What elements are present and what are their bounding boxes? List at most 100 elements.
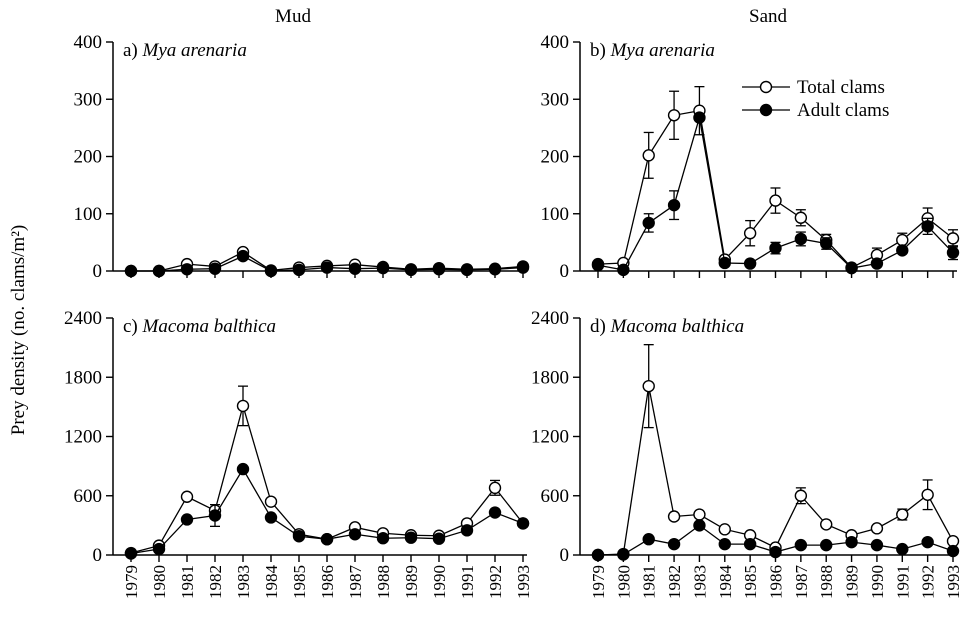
y-tick-label: 1200 (531, 427, 569, 448)
data-point-adult (208, 262, 222, 275)
data-point-adult (432, 263, 446, 276)
y-tick-label: 300 (541, 89, 570, 110)
data-point-adult (348, 262, 362, 275)
data-point-adult (488, 263, 502, 276)
data-point-adult (896, 542, 909, 556)
y-tick-label: 2400 (531, 308, 569, 329)
x-tick-label: 1979 (589, 565, 608, 599)
x-tick-label: 1988 (374, 565, 393, 599)
data-point-adult (591, 259, 605, 272)
data-point-adult (320, 533, 334, 546)
data-point-adult (769, 545, 782, 559)
x-tick-label: 1981 (640, 565, 659, 599)
panel-title: d) Macoma balthica (590, 316, 744, 337)
data-point-adult (946, 544, 960, 558)
x-tick-label: 1989 (402, 565, 421, 599)
x-tick-label: 1984 (262, 565, 281, 600)
data-point-adult (667, 198, 681, 212)
x-tick-label: 1981 (178, 565, 197, 599)
data-point-adult (820, 538, 833, 552)
data-point-total (488, 481, 502, 495)
x-tick-label: 1986 (318, 565, 337, 599)
data-point-adult (124, 547, 138, 560)
data-point-total (794, 489, 808, 502)
data-point-adult (488, 506, 502, 519)
data-point-adult (320, 261, 334, 274)
x-tick-label: 1979 (122, 565, 141, 599)
data-point-adult (292, 263, 306, 277)
x-tick-label: 1982 (206, 565, 225, 599)
data-point-adult (460, 263, 474, 277)
y-tick-label: 400 (541, 32, 570, 53)
data-point-adult (264, 511, 278, 524)
x-tick-label: 1985 (741, 565, 760, 599)
data-point-adult (870, 538, 884, 552)
x-tick-label: 1988 (817, 565, 836, 599)
plot-area: 0 100 200 300 400 a) Mya arenaria 0 100 200 300 40… (64, 32, 963, 599)
panel-title: b) Mya arenaria (590, 40, 715, 61)
data-point-adult (845, 261, 858, 275)
data-point-adult (642, 533, 655, 546)
data-point-adult (718, 256, 731, 270)
panel-a: 0 100 200 300 400 a) Mya arenaria (74, 32, 530, 282)
data-point-adult (693, 111, 706, 124)
x-tick-label: 1993 (514, 565, 533, 599)
x-tick-label: 1987 (346, 565, 365, 600)
data-point-adult (769, 241, 782, 255)
data-point-total (264, 495, 278, 508)
data-point-total (693, 508, 706, 521)
x-tick-label: 1990 (868, 565, 887, 599)
x-tick-label: 1985 (290, 565, 309, 599)
data-point-adult (667, 537, 681, 551)
y-tick-label: 0 (93, 545, 103, 566)
data-point-adult (921, 220, 934, 233)
x-tick-label: 1990 (430, 565, 449, 599)
column-title-sand: Sand (749, 6, 788, 27)
x-tick-label: 1983 (690, 565, 709, 599)
y-tick-label: 0 (560, 545, 570, 566)
legend: Total clams Adult clams (742, 77, 889, 121)
data-point-adult (794, 232, 808, 246)
x-tick-label: 1989 (843, 565, 862, 599)
y-tick-label: 200 (541, 147, 570, 168)
data-point-adult (845, 535, 858, 549)
panel-c: 0 600 1200 1800 2400 1979 1980 1981 1982 1983 1984… (64, 308, 533, 599)
y-tick-label: 600 (74, 486, 103, 507)
panel-title: a) Mya arenaria (123, 40, 247, 61)
y-tick-label: 100 (541, 204, 570, 225)
x-tick-label: 1986 (767, 565, 786, 599)
data-point-adult (794, 538, 808, 552)
y-tick-label: 400 (74, 32, 103, 53)
y-tick-label: 100 (74, 204, 103, 225)
legend-adult-marker (759, 103, 773, 117)
x-tick-label: 1987 (792, 565, 811, 600)
data-point-total (718, 523, 731, 536)
data-point-adult (921, 535, 934, 549)
data-point-adult (292, 530, 306, 543)
x-tick-label: 1991 (893, 565, 912, 599)
y-tick-label: 1800 (64, 367, 102, 388)
data-point-adult (376, 261, 390, 275)
y-tick-label: 1200 (64, 427, 102, 448)
data-point-adult (743, 537, 757, 551)
data-point-total (946, 232, 960, 245)
column-title-mud: Mud (275, 6, 311, 27)
data-point-adult (180, 513, 194, 526)
panel-title: c) Macoma balthica (123, 316, 276, 337)
x-tick-label: 1992 (919, 565, 938, 599)
data-point-adult (264, 264, 278, 278)
data-point-adult (432, 532, 446, 545)
data-point-adult (642, 216, 655, 230)
data-point-adult (946, 246, 960, 259)
data-point-total (642, 379, 655, 393)
data-point-adult (617, 263, 630, 277)
data-point-adult (208, 509, 222, 522)
data-point-adult (124, 264, 138, 278)
legend-adult-label: Adult clams (797, 100, 889, 121)
data-point-total (769, 194, 782, 207)
y-tick-label: 0 (560, 261, 570, 282)
data-point-adult (516, 517, 530, 530)
data-point-adult (404, 263, 418, 277)
data-point-total (794, 211, 808, 224)
